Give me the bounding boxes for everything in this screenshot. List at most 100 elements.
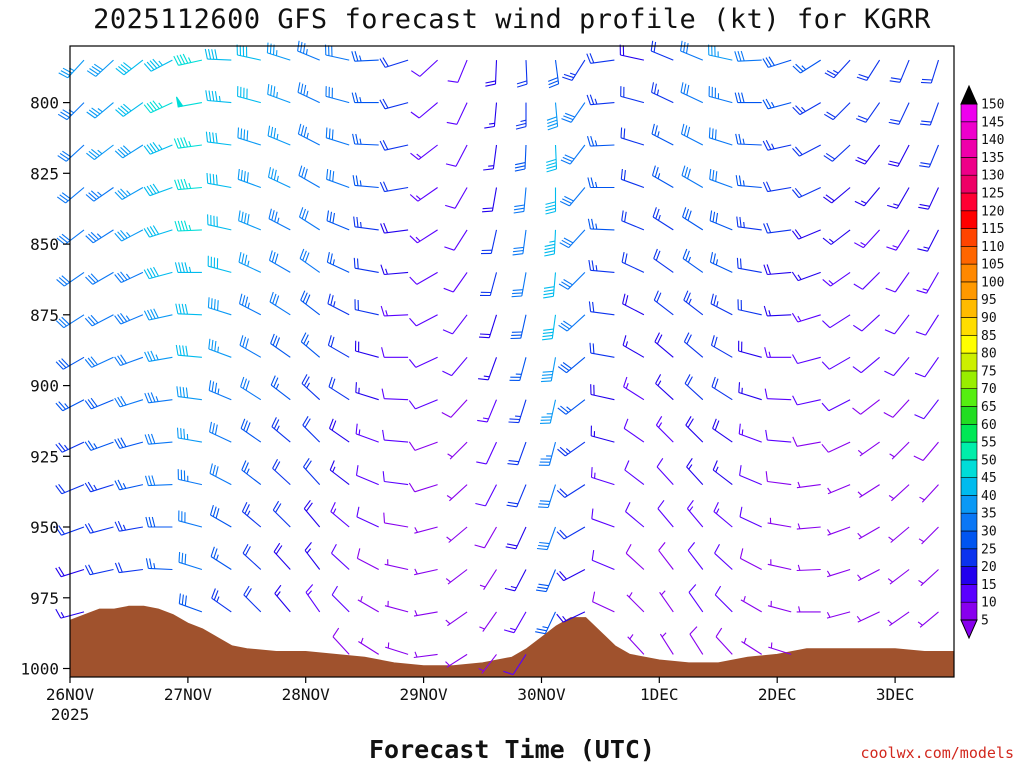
wind-barb [302, 416, 321, 443]
wind-barb [822, 271, 851, 287]
wind-barb [238, 210, 262, 231]
wind-barb [382, 429, 409, 443]
wind-barb [479, 569, 497, 590]
wind-barb [887, 187, 910, 209]
wind-barb [84, 440, 114, 451]
wind-barb [84, 523, 114, 534]
wind-barb [508, 399, 527, 424]
wind-barb [55, 399, 85, 412]
wind-barb [658, 542, 674, 570]
colorbar-label: 50 [981, 453, 997, 468]
wind-barb [86, 102, 114, 119]
wind-barb [177, 469, 203, 486]
wind-barb [680, 123, 704, 146]
wind-barb [114, 187, 144, 200]
wind-barb [888, 484, 910, 502]
y-tick-label: 900 [30, 377, 59, 396]
wind-barb [791, 187, 821, 199]
wind-barb [505, 526, 527, 550]
wind-barb [144, 475, 173, 487]
wind-barb [84, 481, 114, 493]
wind-barb [331, 585, 350, 613]
wind-barb [734, 50, 762, 62]
wind-barb [445, 611, 468, 627]
colorbar-swatch [960, 299, 978, 318]
wind-barb [357, 595, 379, 613]
colorbar-swatch [960, 370, 978, 389]
wind-barb [556, 569, 586, 582]
wind-barb [304, 542, 321, 570]
wind-barb [445, 569, 468, 585]
colorbar-label: 150 [981, 98, 1004, 113]
wind-barb [446, 484, 468, 502]
wind-barb [383, 512, 409, 528]
wind-barb [557, 399, 586, 415]
wind-barb [514, 144, 527, 172]
wind-barb [680, 40, 704, 61]
wind-barb [55, 314, 85, 329]
colorbar-swatch [960, 246, 978, 265]
wind-barb [299, 248, 321, 273]
wind-barb [767, 559, 792, 571]
colorbar-swatch [960, 317, 978, 336]
colorbar-label: 25 [981, 542, 997, 557]
wind-barb [855, 144, 881, 165]
wind-barb [738, 340, 762, 358]
wind-barb [209, 421, 232, 443]
wind-barb [920, 102, 940, 126]
wind-barb [651, 123, 674, 146]
wind-barb [175, 96, 202, 108]
colorbar-label: 70 [981, 382, 997, 397]
wind-barb [588, 260, 615, 273]
y-tick-label: 800 [30, 94, 59, 113]
wind-barb [919, 144, 940, 168]
wind-barb [115, 59, 144, 76]
wind-barb [174, 262, 202, 273]
wind-barb [475, 484, 497, 507]
wind-barb [115, 102, 144, 117]
wind-barb [821, 356, 851, 370]
wind-barb [886, 229, 910, 251]
wind-barb [409, 187, 438, 202]
wind-barb [714, 585, 733, 613]
wind-barb [84, 314, 114, 327]
wind-barb [297, 123, 320, 146]
wind-barb [326, 210, 350, 231]
wind-barb [84, 564, 114, 576]
wind-barb [852, 314, 880, 332]
colorbar-label: 80 [981, 347, 997, 362]
wind-barb [298, 207, 320, 231]
plot-frame [69, 45, 955, 678]
wind-barb [144, 350, 173, 362]
wind-barb [557, 441, 586, 457]
wind-barb [351, 92, 379, 104]
wind-barb [656, 457, 674, 485]
colorbar-swatch [960, 352, 978, 372]
wind-barb [682, 207, 704, 231]
wind-barb [274, 584, 291, 613]
wind-barb [237, 168, 261, 189]
wind-barb [539, 399, 557, 424]
wind-barb [240, 418, 262, 443]
wind-barb [708, 44, 733, 61]
wind-barb [413, 651, 438, 659]
wind-barb [477, 399, 498, 423]
wind-barb [408, 482, 438, 493]
wind-barb [385, 642, 409, 655]
wind-barb [590, 384, 615, 401]
wind-barb [714, 543, 733, 570]
colorbar-swatch [960, 103, 978, 123]
wind-barb [413, 610, 438, 617]
wind-barb [479, 272, 498, 297]
wind-barb [623, 376, 645, 401]
wind-barb [173, 137, 202, 149]
wind-barb [408, 399, 438, 410]
wind-barb [380, 305, 409, 317]
wind-barb [356, 548, 379, 570]
chart-title: 2025112600 GFS forecast wind profile (kt… [93, 4, 931, 35]
wind-barb [822, 229, 851, 245]
colorbar-swatch [960, 601, 978, 621]
wind-barb [512, 229, 527, 256]
wind-barb [297, 40, 320, 61]
wind-barb [653, 248, 674, 273]
